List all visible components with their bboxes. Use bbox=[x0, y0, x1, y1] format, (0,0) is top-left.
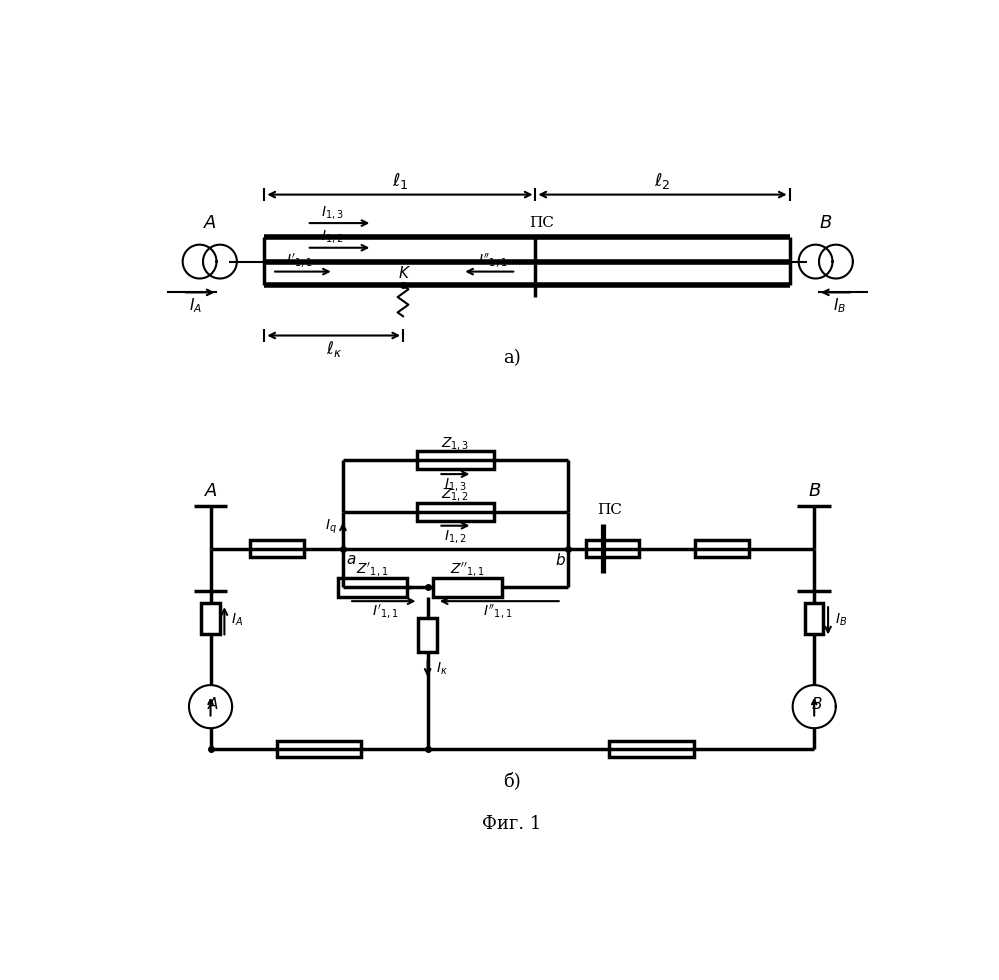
Bar bbox=[201, 603, 220, 633]
Text: $I_A$: $I_A$ bbox=[190, 296, 203, 315]
Text: Фиг. 1: Фиг. 1 bbox=[482, 815, 541, 833]
Text: $\ell_2$: $\ell_2$ bbox=[654, 171, 670, 191]
Text: $\ell_{\kappa}$: $\ell_{\kappa}$ bbox=[326, 339, 342, 360]
Text: $Z_{1,2}$: $Z_{1,2}$ bbox=[442, 486, 470, 504]
Text: $B$: $B$ bbox=[819, 214, 832, 232]
Text: $A$: $A$ bbox=[207, 697, 219, 712]
Text: б): б) bbox=[502, 772, 520, 790]
Bar bbox=[433, 578, 502, 597]
Text: $I_q$: $I_q$ bbox=[325, 518, 337, 536]
Text: $I'_{1,1}$: $I'_{1,1}$ bbox=[286, 252, 313, 270]
Bar bbox=[417, 503, 494, 521]
Text: $I''_{1,1}$: $I''_{1,1}$ bbox=[484, 603, 512, 621]
Bar bbox=[419, 618, 437, 652]
Text: $I'_{1,1}$: $I'_{1,1}$ bbox=[372, 603, 399, 621]
Text: $A$: $A$ bbox=[204, 482, 218, 500]
Text: $I_B$: $I_B$ bbox=[835, 612, 847, 628]
Bar bbox=[609, 741, 694, 758]
Text: $I_{1,2}$: $I_{1,2}$ bbox=[321, 228, 344, 245]
Text: $I_{1,3}$: $I_{1,3}$ bbox=[445, 476, 467, 493]
Text: ПС: ПС bbox=[597, 504, 621, 517]
Text: $Z''_{1,1}$: $Z''_{1,1}$ bbox=[451, 562, 486, 579]
Bar bbox=[695, 540, 749, 558]
Text: $A$: $A$ bbox=[203, 214, 217, 232]
Text: $I_{1,3}$: $I_{1,3}$ bbox=[321, 204, 344, 221]
Text: $B$: $B$ bbox=[807, 482, 821, 500]
Bar bbox=[585, 540, 639, 558]
Text: $I_A$: $I_A$ bbox=[232, 612, 244, 628]
Text: ПС: ПС bbox=[529, 216, 554, 230]
Bar bbox=[250, 540, 304, 558]
Text: $Z'_{1,1}$: $Z'_{1,1}$ bbox=[356, 562, 389, 579]
Text: а): а) bbox=[502, 349, 520, 367]
Text: $Z_{1,3}$: $Z_{1,3}$ bbox=[442, 435, 470, 452]
Text: $I_{1,2}$: $I_{1,2}$ bbox=[445, 528, 467, 545]
Bar bbox=[417, 451, 494, 469]
Text: $a$: $a$ bbox=[346, 553, 356, 566]
Text: $I_B$: $I_B$ bbox=[833, 296, 846, 315]
Text: $K$: $K$ bbox=[398, 266, 411, 281]
Text: $\ell_1$: $\ell_1$ bbox=[392, 171, 409, 191]
Text: $B$: $B$ bbox=[811, 697, 822, 712]
Text: $b$: $b$ bbox=[554, 552, 565, 567]
Text: $I_{\kappa}$: $I_{\kappa}$ bbox=[436, 661, 448, 677]
Bar bbox=[338, 578, 407, 597]
Bar bbox=[277, 741, 362, 758]
Bar bbox=[805, 603, 823, 633]
Text: $I''_{1,1}$: $I''_{1,1}$ bbox=[479, 252, 507, 270]
